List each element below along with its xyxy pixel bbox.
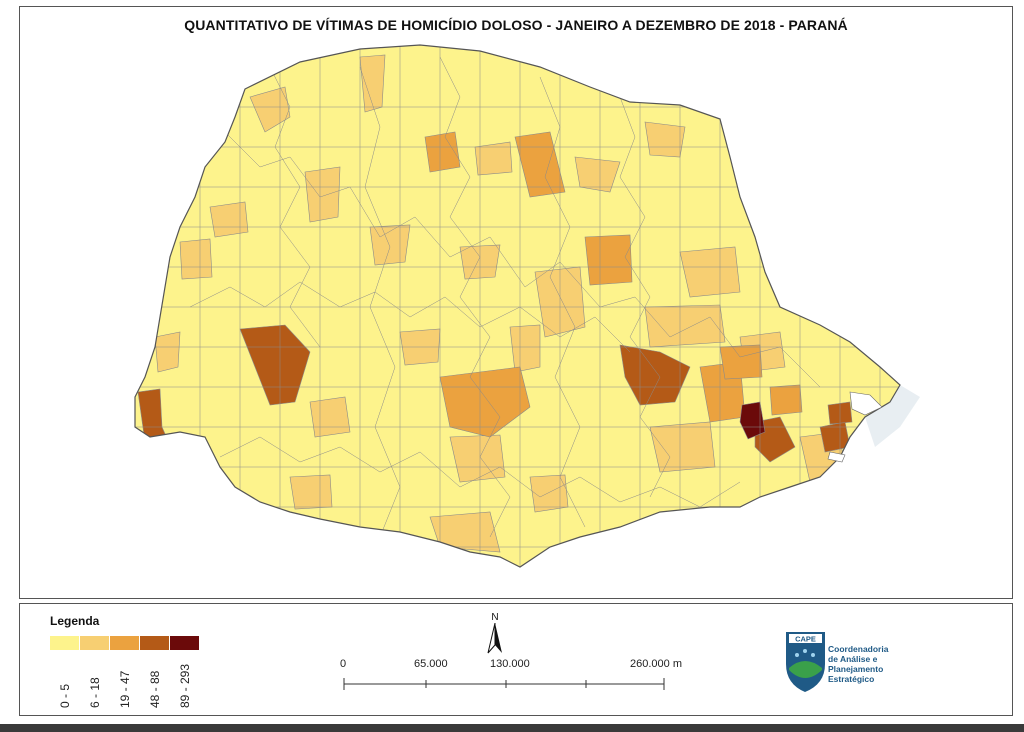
scale-line (343, 678, 665, 690)
municipality-class-4 (619, 344, 691, 406)
municipality-class-3 (514, 131, 566, 198)
legend-swatch-19-47 (110, 636, 140, 650)
scale-label: 65.000 (414, 658, 448, 670)
legend-label: 48 - 88 (148, 670, 162, 708)
municipality-class-4 (819, 421, 851, 453)
municipality-class-2 (179, 238, 213, 280)
legend-swatch-89-293 (170, 636, 200, 650)
north-letter: N (491, 612, 499, 623)
municipality-class-2 (449, 434, 506, 483)
municipality-class-3 (769, 384, 803, 416)
municipality-class-2 (509, 324, 541, 373)
scale-label: 130.000 (490, 658, 530, 670)
legend-swatch-48-88 (140, 636, 170, 650)
municipality-class-2 (304, 166, 341, 223)
guaratuba-bay (827, 451, 846, 463)
municipality-class-3 (719, 344, 763, 380)
municipality-class-2 (429, 511, 501, 553)
logo-line: Coordenadoria (828, 644, 889, 654)
municipality-class-3 (584, 234, 633, 286)
scale-bar: 0 65.000 130.000 260.000 m (338, 658, 682, 698)
municipality-class-3 (439, 366, 531, 438)
municipality-class-2 (649, 421, 716, 473)
legend-labels: 0 - 5 6 - 18 19 - 47 48 - 88 89 - 293 (50, 654, 200, 714)
municipality-class-5-curitiba (739, 401, 766, 440)
logo-line: Estratégico (828, 674, 875, 684)
parana-map (134, 44, 920, 568)
scale-label: 260.000 m (630, 658, 682, 670)
municipality-class-2 (644, 121, 686, 158)
map-title: QUANTITATIVO DE VÍTIMAS DE HOMICÍDIO DOL… (184, 17, 848, 33)
municipality-class-4 (239, 324, 311, 406)
logo-line: Planejamento (828, 664, 884, 674)
cape-logo: CAPE (786, 632, 825, 692)
municipality-class-3 (424, 131, 461, 173)
map-frame: QUANTITATIVO DE VÍTIMAS DE HOMICÍDIO DOL… (19, 6, 1013, 599)
municipality-class-2 (289, 474, 333, 510)
municipality-class-2 (679, 246, 741, 298)
legend-label: 6 - 18 (88, 677, 102, 708)
north-arrow-icon (487, 622, 502, 654)
municipality-class-2 (574, 156, 621, 193)
legend-swatch-6-18 (80, 636, 110, 650)
bottom-bar (0, 724, 1024, 732)
legend-swatches (50, 636, 200, 650)
municipality-class-2 (209, 201, 249, 238)
legend-label: 19 - 47 (118, 670, 132, 708)
legend-label: 0 - 5 (58, 683, 72, 708)
paranagua-bay (849, 391, 883, 416)
municipality-class-2 (309, 396, 351, 438)
logo-text: Coordenadoria de Análise e Planejamento … (828, 644, 888, 684)
logo-acronym: CAPE (795, 635, 816, 644)
municipality-class-2 (474, 141, 513, 176)
municipality-class-4 (754, 416, 796, 463)
logo-line: de Análise e (828, 654, 878, 664)
legend-label: 89 - 293 (178, 663, 192, 708)
north-arrow: N (480, 612, 510, 660)
municipality-class-2 (154, 331, 181, 373)
municipality-class-2 (644, 304, 726, 348)
legend-title: Legenda (50, 614, 100, 628)
legend-frame: Legenda 0 - 5 6 - 18 19 - 47 48 - 88 89 … (19, 603, 1013, 716)
scale-label: 0 (340, 658, 347, 670)
legend-swatch-0-5 (50, 636, 80, 650)
